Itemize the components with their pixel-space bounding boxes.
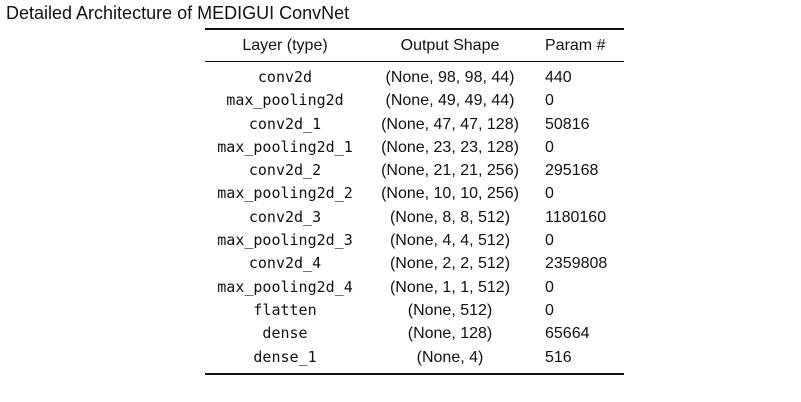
cell-param-count: 0 [545, 138, 554, 156]
architecture-table: Layer (type) Output Shape Param # [205, 30, 624, 61]
table-row: max_pooling2d_2 (None, 10, 10, 256) 0 [205, 182, 624, 205]
architecture-table-container: Layer (type) Output Shape Param # conv2d… [205, 28, 624, 375]
cell-output-shape: (None, 1, 1, 512) [389, 278, 511, 296]
cell-layer-type: max_pooling2d_3 [217, 231, 353, 250]
cell-param-count: 0 [545, 232, 554, 250]
top-rule [205, 28, 624, 30]
cell-layer-type: conv2d_1 [248, 114, 322, 133]
header-rule [205, 61, 624, 62]
cell-param-count: 1180160 [545, 208, 607, 226]
table-row: conv2d_4 (None, 2, 2, 512) 2359808 [205, 252, 624, 275]
cell-param-count: 50816 [545, 115, 590, 133]
table-row: flatten (None, 512) 0 [205, 299, 624, 322]
table-row: dense (None, 128) 65664 [205, 322, 624, 345]
table-row: conv2d_1 (None, 47, 47, 128) 50816 [205, 113, 624, 136]
cell-output-shape: (None, 21, 21, 256) [381, 162, 519, 180]
cell-output-shape: (None, 4) [416, 348, 484, 366]
architecture-table-body: conv2d (None, 98, 98, 44) 440 max_pooling2d… [205, 62, 624, 373]
header-param-count: Param # [545, 37, 606, 54]
table-row: max_pooling2d_1 (None, 23, 23, 128) 0 [205, 136, 624, 159]
cell-param-count: 65664 [545, 325, 590, 343]
cell-layer-type: dense_1 [253, 347, 317, 366]
cell-output-shape: (None, 98, 98, 44) [385, 69, 515, 86]
table-row: max_pooling2d (None, 49, 49, 44) 0 [205, 89, 624, 112]
cell-output-shape: (None, 4, 4, 512) [389, 232, 511, 250]
cell-layer-type: flatten [253, 300, 317, 319]
cell-output-shape: (None, 512) [407, 301, 493, 319]
header-output-shape: Output Shape [400, 37, 500, 54]
table-row: conv2d_3 (None, 8, 8, 512) 1180160 [205, 206, 624, 229]
cell-output-shape: (None, 47, 47, 128) [381, 115, 519, 133]
cell-param-count: 440 [545, 69, 572, 86]
cell-param-count: 0 [545, 92, 554, 110]
header-row: Layer (type) Output Shape Param # [205, 30, 624, 61]
cell-layer-type: conv2d_3 [248, 207, 322, 226]
cell-output-shape: (None, 10, 10, 256) [381, 185, 519, 203]
cell-param-count: 2359808 [545, 255, 608, 273]
cell-output-shape: (None, 49, 49, 44) [385, 92, 515, 110]
cell-param-count: 0 [545, 301, 554, 319]
cell-output-shape: (None, 23, 23, 128) [381, 138, 519, 156]
cell-layer-type: conv2d_4 [248, 254, 322, 273]
header-layer-type: Layer (type) [242, 37, 328, 54]
table-row: dense_1 (None, 4) 516 [205, 346, 624, 373]
cell-param-count: 0 [545, 278, 554, 296]
bottom-rule [205, 372, 624, 375]
cell-param-count: 516 [545, 348, 572, 366]
cell-output-shape: (None, 8, 8, 512) [389, 208, 511, 226]
cell-output-shape: (None, 128) [407, 325, 493, 343]
table-row: conv2d (None, 98, 98, 44) 440 [205, 62, 624, 89]
cell-layer-type: conv2d_2 [248, 161, 322, 180]
table-row: max_pooling2d_4 (None, 1, 1, 512) 0 [205, 276, 624, 299]
table-row: conv2d_2 (None, 21, 21, 256) 295168 [205, 159, 624, 182]
cell-param-count: 295168 [545, 162, 599, 180]
cell-layer-type: dense [262, 324, 308, 343]
cell-layer-type: conv2d [257, 68, 313, 86]
table-caption: Detailed Architecture of MEDIGUI ConvNet [6, 3, 350, 23]
cell-param-count: 0 [545, 185, 554, 203]
cell-output-shape: (None, 2, 2, 512) [389, 255, 511, 273]
cell-layer-type: max_pooling2d_4 [217, 277, 353, 296]
cell-layer-type: max_pooling2d [226, 91, 344, 110]
table-header: Layer (type) Output Shape Param # [205, 30, 624, 61]
table-body: conv2d (None, 98, 98, 44) 440 max_pooling2d… [205, 62, 624, 373]
table-row: max_pooling2d_3 (None, 4, 4, 512) 0 [205, 229, 624, 252]
cell-layer-type: max_pooling2d_1 [217, 137, 353, 156]
cell-layer-type: max_pooling2d_2 [217, 184, 353, 203]
